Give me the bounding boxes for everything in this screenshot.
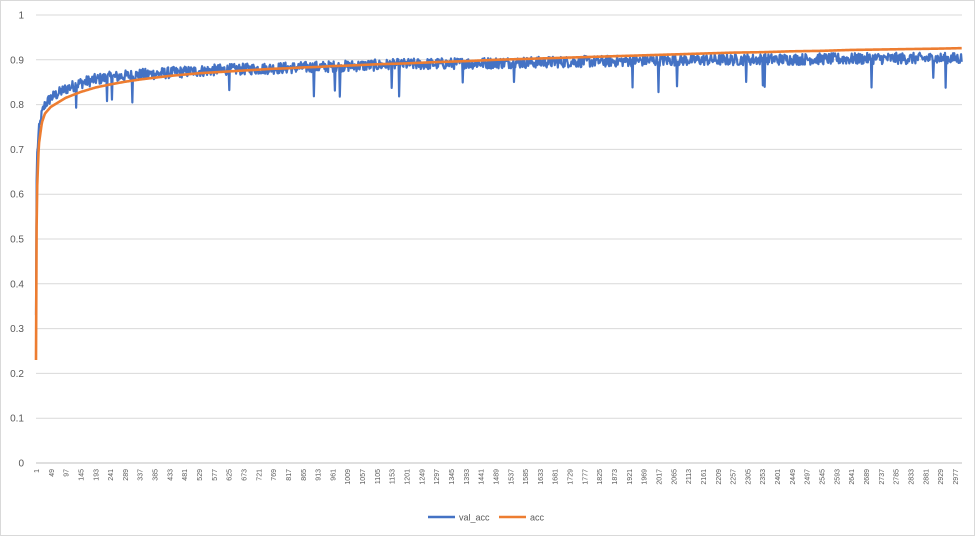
x-tick-label: 1105 — [375, 469, 382, 484]
series-line-acc — [34, 46, 963, 360]
x-tick-label: 865 — [301, 469, 308, 481]
y-tick-label: 0.3 — [10, 324, 24, 335]
x-tick-label: 1489 — [493, 469, 500, 485]
x-tick-label: 2353 — [760, 469, 767, 485]
x-tick-label: 1009 — [345, 469, 352, 485]
x-tick-label: 2833 — [908, 469, 915, 485]
gridlines — [36, 14, 962, 464]
x-tick-label: 1921 — [627, 469, 634, 485]
x-tick-label: 2977 — [953, 469, 960, 485]
y-tick-label: 1 — [18, 11, 24, 22]
x-tick-label: 49 — [49, 469, 56, 477]
x-tick-label: 1153 — [390, 469, 397, 484]
x-tick-label: 817 — [286, 469, 293, 481]
y-tick-label: 0.2 — [10, 369, 24, 380]
x-tick-label: 2257 — [731, 469, 738, 485]
x-tick-label: 481 — [182, 469, 189, 481]
x-tick-label: 1057 — [360, 469, 367, 485]
x-tick-label: 913 — [316, 469, 323, 481]
y-tick-label: 0.7 — [10, 145, 24, 156]
x-tick-label: 1393 — [464, 469, 471, 485]
x-tick-label: 2401 — [775, 469, 782, 485]
x-tick-label: 2545 — [820, 469, 827, 485]
x-tick-label: 625 — [227, 469, 234, 481]
x-tick-label: 2929 — [938, 469, 945, 485]
x-tick-label: 1585 — [523, 469, 530, 485]
y-tick-label: 0.6 — [10, 190, 24, 201]
x-tick-label: 1633 — [538, 469, 545, 485]
x-tick-label: 529 — [197, 469, 204, 481]
x-tick-label: 2689 — [864, 469, 871, 485]
x-tick-label: 2305 — [745, 469, 752, 485]
x-tick-label: 145 — [78, 469, 85, 481]
y-tick-label: 0.4 — [10, 279, 24, 290]
x-tick-label: 1537 — [508, 469, 515, 485]
x-tick-label: 1297 — [434, 469, 441, 485]
x-tick-label: 385 — [153, 469, 160, 481]
x-tick-label: 1201 — [405, 469, 412, 485]
y-tick-label: 0.9 — [10, 55, 24, 66]
x-tick-label: 2737 — [879, 469, 886, 485]
x-tick-label: 1681 — [553, 469, 560, 485]
x-tick-label: 769 — [271, 469, 278, 481]
x-tick-label: 337 — [138, 469, 145, 481]
x-tick-label: 1729 — [568, 469, 575, 485]
plot-area — [34, 46, 963, 360]
legend: val_acc acc — [428, 513, 545, 523]
y-axis: 0 0.1 0.2 0.3 0.4 0.5 0.6 0.7 0.8 0.9 1 — [10, 11, 24, 470]
x-tick-label: 2113 — [686, 469, 693, 484]
x-tick-label: 1345 — [449, 469, 456, 485]
x-tick-label: 1441 — [479, 469, 486, 485]
x-tick-label: 193 — [93, 469, 100, 481]
x-tick-label: 1 — [34, 469, 41, 473]
x-tick-label: 721 — [256, 469, 263, 481]
x-tick-label: 2785 — [894, 469, 901, 485]
x-tick-label: 1969 — [642, 469, 649, 485]
y-tick-label: 0.8 — [10, 100, 24, 111]
legend-label: acc — [530, 513, 545, 523]
x-tick-label: 2881 — [923, 469, 930, 485]
x-tick-label: 97 — [64, 469, 71, 477]
x-tick-label: 289 — [123, 469, 130, 481]
y-tick-label: 0.5 — [10, 235, 24, 246]
y-tick-label: 0.1 — [10, 414, 24, 425]
x-tick-label: 1777 — [582, 469, 589, 485]
x-tick-label: 2017 — [656, 469, 663, 485]
x-tick-label: 2641 — [849, 469, 856, 485]
x-tick-label: 2593 — [834, 469, 841, 485]
series-line-val-acc — [34, 51, 963, 316]
x-tick-label: 673 — [241, 469, 248, 481]
x-tick-label: 2449 — [790, 469, 797, 485]
x-tick-label: 1825 — [597, 469, 604, 485]
x-tick-label: 577 — [212, 469, 219, 481]
x-tick-label: 241 — [108, 469, 115, 481]
y-tick-label: 0 — [18, 459, 24, 470]
legend-label: val_acc — [459, 513, 490, 523]
x-tick-label: 961 — [330, 469, 337, 481]
x-tick-label: 2161 — [701, 469, 708, 485]
x-tick-label: 2497 — [805, 469, 812, 485]
x-axis: 1 49 97 145 193 241 289 337 385 433 481 529 577 625 67… — [34, 469, 960, 485]
x-tick-label: 2065 — [671, 469, 678, 485]
x-tick-label: 2209 — [716, 469, 723, 485]
x-tick-label: 1249 — [419, 469, 426, 485]
x-tick-label: 433 — [167, 469, 174, 481]
x-tick-label: 1873 — [612, 469, 619, 485]
